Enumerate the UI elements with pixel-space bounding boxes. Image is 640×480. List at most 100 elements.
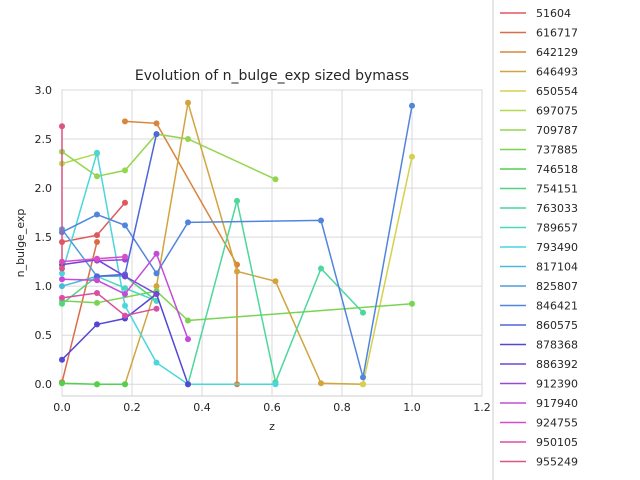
data-point (185, 381, 191, 388)
legend-entry: 763033 (536, 202, 578, 215)
legend-entry: 817104 (536, 261, 578, 274)
data-point (409, 300, 415, 307)
y-tick-label: 3.0 (35, 84, 53, 97)
legend-entry: 51604 (536, 7, 571, 20)
x-tick-label: 0.2 (123, 401, 141, 414)
data-point (59, 300, 65, 307)
data-point (153, 283, 160, 290)
data-point (94, 211, 100, 218)
x-tick-label: 0.0 (53, 401, 71, 414)
y-tick-label: 1.0 (35, 280, 53, 293)
legend-entry: 917940 (536, 397, 578, 410)
data-point (153, 291, 160, 297)
data-point (59, 294, 65, 301)
data-point (94, 255, 100, 262)
legend-entry: 754151 (536, 183, 578, 196)
legend-entry: 912390 (536, 378, 578, 391)
y-tick-label: 2.5 (35, 133, 53, 146)
data-point (185, 317, 191, 324)
x-tick-label: 1.2 (473, 401, 491, 414)
data-point (59, 356, 65, 363)
data-point (185, 136, 191, 143)
legend-entry: 642129 (536, 46, 578, 59)
series-955249 (59, 123, 65, 272)
data-point (59, 123, 65, 130)
series-line (124, 120, 238, 385)
data-point (94, 173, 100, 180)
data-point (94, 149, 100, 156)
series-line (61, 105, 413, 378)
legend-entry: 737885 (536, 144, 578, 157)
tick-labels: 0.0 0.2 0.4 0.6 0.8 1.0 1.2 0.0 0.5 1.0 1.5 2.0 2.5 3… (35, 84, 491, 414)
y-tick-label: 2.0 (35, 182, 53, 195)
data-point (153, 305, 160, 312)
data-point (94, 299, 100, 306)
data-point (318, 217, 324, 224)
legend-entry: 878368 (536, 339, 578, 352)
legend-entry: 955249 (536, 456, 578, 469)
data-point (59, 265, 65, 272)
data-point (153, 120, 160, 127)
data-point (185, 99, 191, 106)
data-point (122, 285, 128, 292)
series-917940 (59, 250, 191, 343)
series-line (61, 292, 157, 317)
data-point (272, 381, 279, 388)
series-layer (59, 99, 415, 388)
data-point (185, 219, 191, 226)
series-line (61, 152, 276, 385)
data-point (153, 359, 160, 366)
data-point (94, 381, 100, 388)
data-point (94, 239, 100, 246)
data-point (122, 118, 128, 125)
data-point (122, 312, 128, 319)
series-650554 (360, 153, 415, 388)
data-point (122, 381, 128, 388)
series-line (362, 156, 413, 385)
y-tick-label: 0.5 (35, 329, 53, 342)
y-tick-label: 1.5 (35, 231, 53, 244)
data-point (360, 374, 366, 381)
legend-entry: 789657 (536, 222, 578, 235)
legend-entry: 616717 (536, 27, 578, 40)
data-point (409, 153, 415, 160)
legend-box (492, 0, 640, 480)
data-point (185, 336, 191, 343)
y-tick-label: 0.0 (35, 378, 53, 391)
legend-entry: 860575 (536, 319, 578, 332)
legend-entry: 846421 (536, 300, 578, 313)
x-axis-label: z (269, 420, 275, 433)
data-point (94, 232, 100, 239)
legend: 51604 616717 642129 646493 650554 697075 70978… (500, 7, 578, 469)
data-point (122, 302, 128, 309)
data-point (59, 276, 65, 283)
series-line (97, 102, 364, 385)
legend-entry: 924755 (536, 417, 578, 430)
data-point (122, 167, 128, 174)
series-line (61, 241, 98, 383)
data-point (360, 381, 366, 388)
data-point (122, 291, 128, 297)
legend-entry: 886392 (536, 358, 578, 371)
legend-entry: 709787 (536, 124, 578, 137)
data-point (59, 380, 65, 387)
x-tick-label: 1.0 (403, 401, 421, 414)
data-point (94, 277, 100, 284)
data-point (234, 268, 240, 275)
data-point (94, 290, 100, 297)
data-point (272, 278, 279, 285)
data-point (153, 131, 160, 138)
data-point (94, 321, 100, 328)
x-tick-label: 0.8 (333, 401, 351, 414)
legend-entry: 650554 (536, 85, 578, 98)
data-point (153, 250, 160, 257)
data-point (122, 222, 128, 229)
data-point (122, 273, 128, 280)
series-746518 (59, 380, 128, 388)
data-point (59, 270, 65, 277)
data-point (360, 309, 366, 316)
series-line (61, 152, 98, 165)
legend-entry: 825807 (536, 280, 578, 293)
legend-entry: 646493 (536, 66, 578, 79)
